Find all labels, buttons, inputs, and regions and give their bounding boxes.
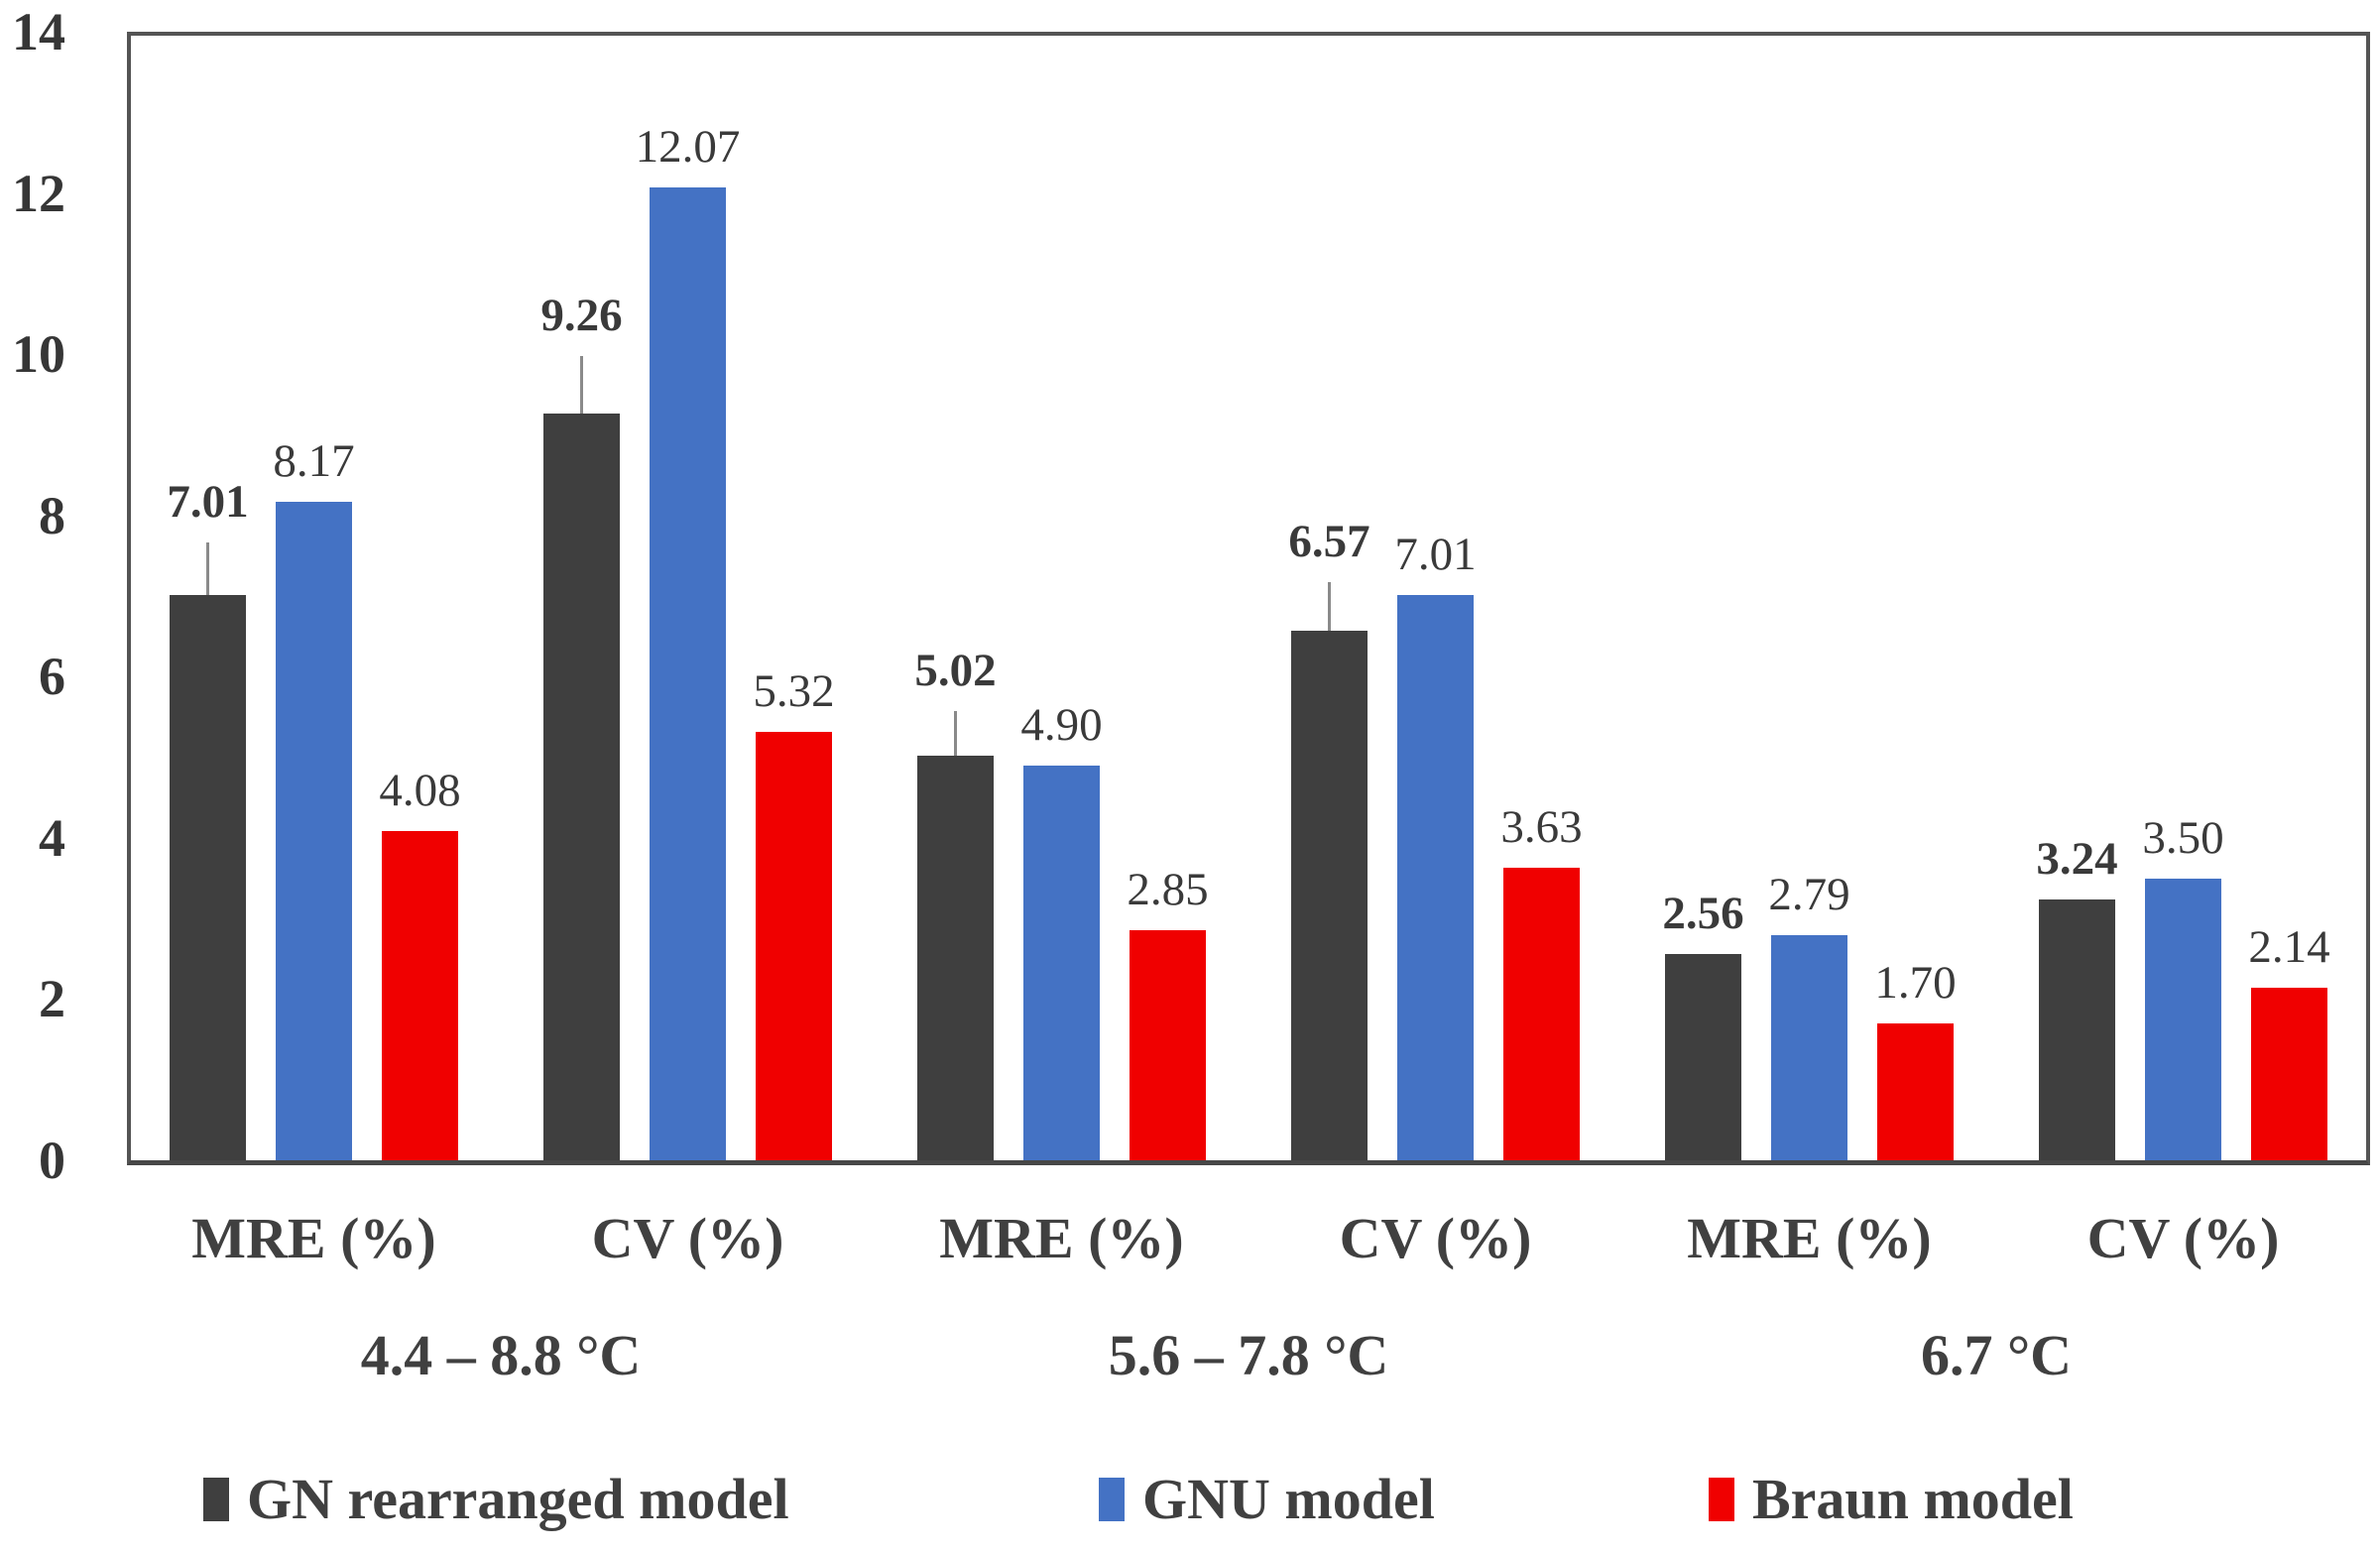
bar-value-label: 7.01 (167, 476, 249, 529)
bar (1503, 867, 1580, 1160)
legend-item: Braun model (1709, 1470, 2074, 1529)
legend-label: GNU model (1142, 1467, 1435, 1531)
legend-label: Braun model (1752, 1467, 2074, 1531)
legend-swatch (1709, 1478, 1734, 1521)
bar (650, 186, 726, 1160)
bar (276, 501, 352, 1160)
legend-label: GN rearranged model (247, 1467, 789, 1531)
bar-value-label: 7.01 (1394, 529, 1477, 581)
bar (543, 414, 620, 1160)
bar-value-label: 2.56 (1662, 887, 1744, 939)
bar (1291, 630, 1368, 1160)
bar-value-label: 1.70 (1874, 956, 1957, 1009)
bar (1023, 765, 1100, 1160)
bar (2251, 988, 2327, 1160)
bar (917, 755, 994, 1160)
bar-value-label: 2.14 (2248, 921, 2330, 974)
bar (1130, 930, 1206, 1160)
category-label: MRE (%) (191, 1206, 436, 1270)
error-whisker (579, 355, 583, 415)
bar-value-label: 4.90 (1020, 698, 1103, 751)
bar (2145, 878, 2221, 1160)
bar (1877, 1022, 1954, 1160)
error-whisker (953, 711, 957, 756)
bar-value-label: 2.79 (1768, 869, 1850, 921)
bar (170, 595, 246, 1160)
bar-value-label: 4.08 (379, 765, 461, 817)
y-axis-tick-label: 10 (12, 324, 65, 385)
category-label: MRE (%) (1687, 1206, 1932, 1270)
y-axis-tick-label: 12 (12, 163, 65, 223)
y-axis-tick-label: 6 (39, 647, 65, 707)
bar-value-label: 12.07 (635, 120, 741, 173)
legend-item: GNU model (1099, 1470, 1435, 1529)
bar-value-label: 3.24 (2036, 832, 2118, 885)
bar-value-label: 3.63 (1500, 800, 1583, 853)
bar-value-label: 9.26 (540, 289, 623, 341)
group-label: 6.7 °C (1920, 1323, 2073, 1387)
error-whisker (205, 542, 209, 596)
bar (382, 831, 458, 1160)
y-axis-tick-label: 14 (12, 2, 65, 61)
y-axis-tick-label: 2 (39, 969, 65, 1029)
error-whisker (1327, 582, 1331, 631)
bar-value-label: 8.17 (273, 434, 355, 487)
y-axis-tick-label: 8 (39, 485, 65, 545)
bar-value-label: 5.02 (914, 645, 997, 697)
bar-value-label: 2.85 (1127, 864, 1209, 916)
legend-swatch (1099, 1478, 1125, 1521)
bar-value-label: 6.57 (1288, 516, 1370, 568)
y-axis-tick-label: 4 (39, 807, 65, 868)
legend-item: GN rearranged model (203, 1470, 789, 1529)
bar (1665, 953, 1741, 1160)
bar (756, 731, 832, 1160)
bar (1771, 935, 1847, 1160)
group-label: 5.6 – 7.8 °C (1108, 1323, 1389, 1387)
bar-value-label: 5.32 (753, 664, 835, 717)
group-label: 4.4 – 8.8 °C (360, 1323, 642, 1387)
bar-value-label: 3.50 (2142, 811, 2224, 864)
legend-swatch (203, 1478, 229, 1521)
category-label: CV (%) (591, 1206, 784, 1270)
category-label: MRE (%) (939, 1206, 1184, 1270)
bar (1397, 595, 1474, 1160)
y-axis-tick-label: 0 (39, 1131, 65, 1190)
plot-area (127, 32, 2370, 1165)
category-label: CV (%) (1339, 1206, 1532, 1270)
category-label: CV (%) (2086, 1206, 2280, 1270)
bar (2039, 898, 2115, 1160)
